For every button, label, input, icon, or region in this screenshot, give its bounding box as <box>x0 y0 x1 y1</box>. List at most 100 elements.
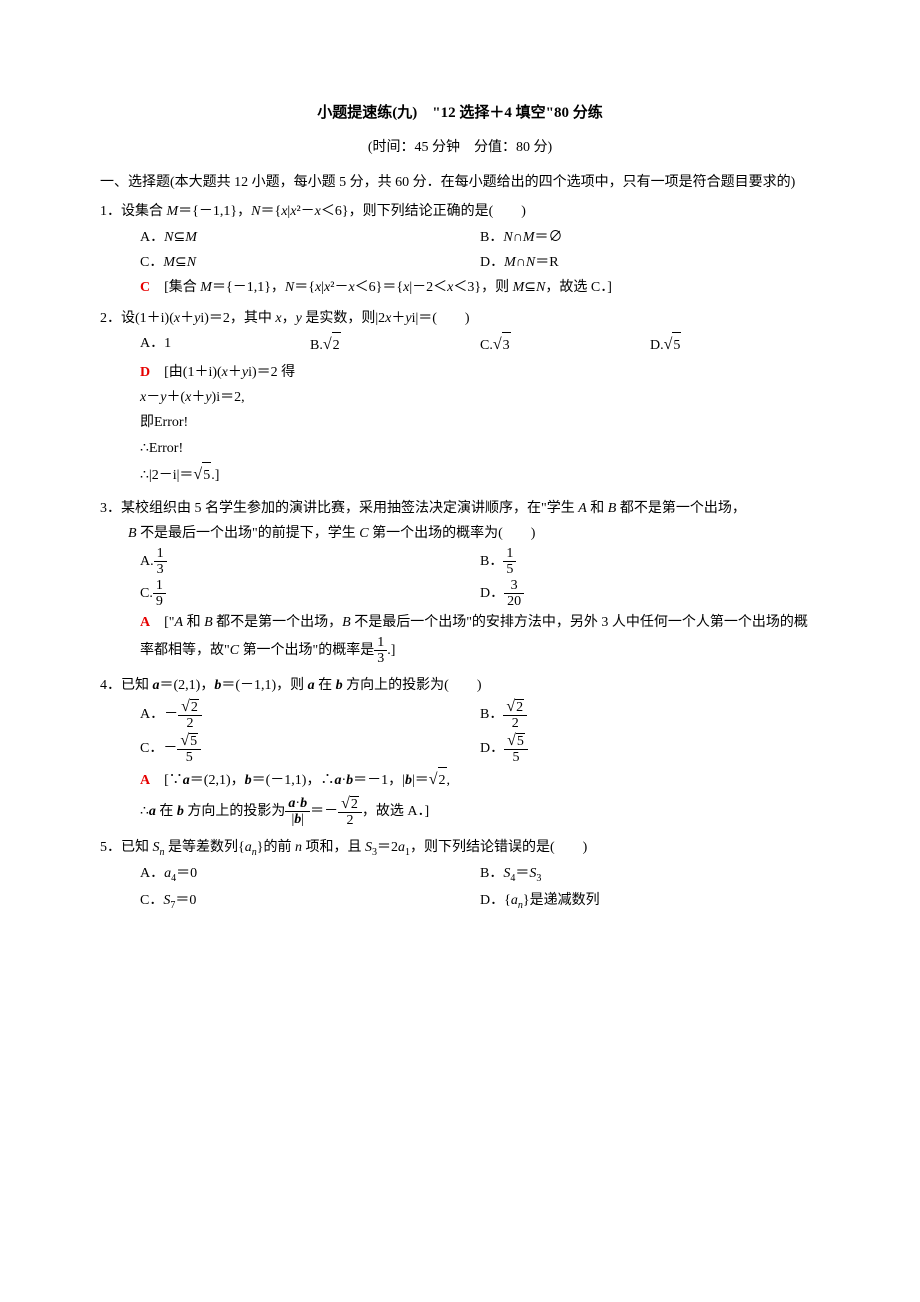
exp-text: ＝(－1,1)，∴ <box>252 773 335 788</box>
exp-text: ，故选 A．] <box>362 804 429 819</box>
q1-num: 1． <box>100 204 121 219</box>
sqrt-icon: √2 <box>429 766 447 795</box>
q4-text: 方向上的投影为( ) <box>343 678 482 693</box>
opt-label: C. <box>140 586 153 601</box>
frac-den: 2 <box>503 716 527 731</box>
opt-text: ＝0 <box>176 866 197 881</box>
exp-text: ＋ <box>191 390 205 405</box>
frac-num: 1 <box>154 546 167 562</box>
q2-optA: A．1 <box>140 331 310 360</box>
q2-text: ， <box>282 311 296 326</box>
opt-text: ＝0 <box>175 893 196 908</box>
q3-text: 都不是第一个出场， <box>616 501 746 516</box>
q5-text: ＝2 <box>377 840 398 855</box>
q1-optD: D．M∩N＝R <box>480 250 820 275</box>
answer-letter: C <box>140 280 150 295</box>
page-subtitle: (时间：45 分钟 分值：80 分) <box>100 135 820 160</box>
q4-text: 在 <box>315 678 336 693</box>
var-C: C <box>359 526 368 541</box>
sqrt-val: 2 <box>190 699 199 715</box>
op: ∩ <box>516 255 526 270</box>
exp-text: 方向上的投影为 <box>184 804 286 819</box>
q5-optD: D．{an}是递减数列 <box>480 888 820 915</box>
var-M: M <box>163 255 175 270</box>
var-S: Sn <box>153 840 165 855</box>
question-1: 1．设集合 M＝{－1,1}，N＝{x|x²－x＜6}，则下列结论正确的是( )… <box>100 199 820 300</box>
answer-letter: A <box>140 773 150 788</box>
exp-text: ＝{ <box>294 280 315 295</box>
q2-num: 2． <box>100 311 121 326</box>
vec-b: b <box>177 804 184 819</box>
q1-answer: C [集合 M＝{－1,1}，N＝{x|x²－x＜6}＝{x|－2＜x＜3}，则… <box>100 275 820 300</box>
opt-label: A. <box>140 554 154 569</box>
q2-options: A．1 B.√2 C.√3 D.√5 <box>100 331 820 360</box>
var-a: an <box>511 893 523 908</box>
rel: ⊆ <box>175 255 187 270</box>
rel: ⊆ <box>524 280 536 295</box>
q1-options: A．N⊆M B．N∩M＝∅ C．M⊆N D．M∩N＝R <box>100 225 820 275</box>
q5-optA: A．a4＝0 <box>140 861 480 888</box>
frac-den: 5 <box>504 750 528 765</box>
var-M: M <box>513 280 525 295</box>
q1-text: ＝{－1,1}， <box>178 204 251 219</box>
q4-optC: C．－√55 <box>140 732 480 766</box>
fraction: √22 <box>178 698 202 732</box>
opt-text: ＝∅ <box>534 230 562 245</box>
frac-num: √2 <box>178 698 202 717</box>
vec-b: b <box>245 773 252 788</box>
var-B: B <box>204 615 213 630</box>
question-4: 4．已知 a＝(2,1)，b＝(－1,1)，则 a 在 b 方向上的投影为( )… <box>100 673 820 829</box>
q2-optC: C.√3 <box>480 331 650 360</box>
frac-num: 1 <box>153 578 166 594</box>
exp-text: , <box>447 773 451 788</box>
var-a: a <box>398 840 405 855</box>
fraction: 19 <box>153 578 166 610</box>
var-M: M <box>523 230 535 245</box>
var-N: N <box>536 280 545 295</box>
exp-text: 都不是第一个出场， <box>213 615 343 630</box>
exp-text: ∴ <box>140 804 149 819</box>
sqrt-val: 2 <box>350 796 359 812</box>
exp-text: － <box>146 390 160 405</box>
fraction: a·b|b| <box>285 796 310 828</box>
q3-optB: B．15 <box>480 546 820 578</box>
q5-optC: C．S7＝0 <box>140 888 480 915</box>
fraction: 320 <box>504 578 524 610</box>
q4-text: ＝(2,1)， <box>160 678 215 693</box>
frac-den: 2 <box>178 716 202 731</box>
exp-text: ＜6}＝{ <box>355 280 403 295</box>
q4-answer: A [∵a＝(2,1)，b＝(－1,1)，∴a·b＝－1，|b|＝√2, <box>100 766 820 795</box>
q3-text: 和 <box>587 501 608 516</box>
exp-text: .] <box>387 643 395 658</box>
sqrt-val: 3 <box>502 332 511 358</box>
exp-text: ∴|2－i|＝ <box>140 468 193 483</box>
opt-label: B． <box>480 866 503 881</box>
var-C: C <box>230 643 239 658</box>
q3-optA: A.13 <box>140 546 480 578</box>
frac-den: 3 <box>154 562 167 577</box>
fraction: √22 <box>503 698 527 732</box>
q4-num: 4． <box>100 678 121 693</box>
fraction: √22 <box>338 795 362 829</box>
var-N: N <box>187 255 196 270</box>
question-5: 5．已知 Sn 是等差数列{an}的前 n 项和，且 S3＝2a1，则下列结论错… <box>100 835 820 915</box>
opt-text: ＝R <box>535 255 558 270</box>
q3-text: 不是最后一个出场"的前提下，学生 <box>137 526 360 541</box>
q5-text: }的前 <box>257 840 295 855</box>
vec-a: a <box>153 678 160 693</box>
sqrt-icon: √3 <box>493 331 511 360</box>
vec-b: b <box>336 678 343 693</box>
opt-label: C． <box>140 255 163 270</box>
exp-text: |－2＜ <box>409 280 447 295</box>
q1-text: － <box>301 204 315 219</box>
exp-text: i)＝2 得 <box>248 365 295 380</box>
q5-options: A．a4＝0 B．S4＝S3 C．S7＝0 D．{an}是递减数列 <box>100 861 820 915</box>
answer-letter: D <box>140 365 150 380</box>
q1-optB: B．N∩M＝∅ <box>480 225 820 250</box>
exp-text: ＝(2,1)， <box>190 773 245 788</box>
question-3: 3．某校组织由 5 名学生参加的演讲比赛，采用抽签法决定演讲顺序，在"学生 A … <box>100 496 820 667</box>
frac-den: |b| <box>285 812 310 827</box>
q2-text: ＋ <box>180 311 194 326</box>
exp-text: ＝－ <box>310 804 338 819</box>
opt-label: C．－ <box>140 741 177 756</box>
